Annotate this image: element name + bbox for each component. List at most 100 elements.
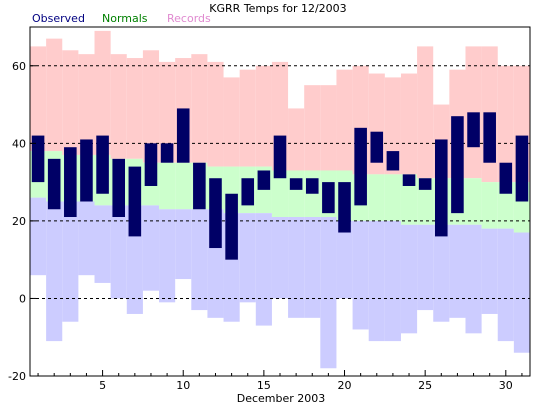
- record-high-band-day-12: [207, 61, 224, 167]
- record-low-band-day-8: [142, 205, 160, 291]
- record-high-band-day-18: [304, 85, 321, 171]
- record-low-band-day-10: [175, 209, 192, 280]
- record-low-band-day-27: [449, 224, 466, 318]
- observed-bar-day-6: [112, 158, 125, 218]
- record-low-band-day-31: [513, 232, 530, 353]
- record-low-band-day-6: [110, 205, 127, 299]
- legend-normals: Normals: [102, 12, 148, 25]
- record-high-band-day-2: [46, 38, 63, 152]
- record-high-band-day-15: [255, 65, 272, 167]
- record-high-band-day-3: [62, 50, 79, 155]
- normal-band-day-28: [465, 178, 482, 225]
- record-high-band-day-1: [30, 46, 47, 152]
- observed-bar-day-7: [128, 166, 142, 237]
- observed-bar-day-28: [467, 112, 480, 148]
- observed-bar-day-27: [451, 116, 464, 214]
- record-low-band-day-19: [320, 217, 337, 369]
- normal-band-day-22: [368, 174, 385, 221]
- record-high-band-day-19: [320, 85, 337, 171]
- plot-area: 5 10 15 20 25 30 -20 0 20 40 60: [8, 26, 531, 392]
- observed-bar-day-2: [47, 158, 61, 210]
- observed-bar-day-26: [435, 139, 448, 237]
- normal-band-day-10: [175, 162, 192, 210]
- record-low-band-day-5: [94, 205, 111, 283]
- record-high-band-day-9: [159, 61, 176, 163]
- x-tick-label-25: 25: [418, 379, 432, 392]
- chart-title: KGRR Temps for 12/2003: [209, 2, 346, 15]
- observed-bar-day-8: [144, 143, 158, 186]
- record-low-band-day-26: [433, 224, 450, 322]
- observed-bar-day-30: [499, 162, 513, 194]
- record-low-band-day-18: [304, 217, 321, 318]
- observed-bar-day-17: [289, 178, 303, 190]
- record-high-band-day-5: [94, 30, 111, 155]
- normal-band-day-16: [271, 170, 289, 218]
- record-high-band-day-24: [400, 73, 418, 175]
- record-low-band-day-15: [255, 213, 272, 326]
- record-high-band-day-4: [78, 54, 95, 155]
- record-low-band-day-17: [288, 217, 305, 318]
- observed-bar-day-21: [354, 127, 367, 206]
- legend: Observed Normals Records: [32, 12, 211, 25]
- observed-bar-day-15: [257, 170, 271, 190]
- observed-bar-day-9: [160, 143, 174, 163]
- observed-bar-day-24: [402, 174, 416, 186]
- record-low-band-day-9: [159, 209, 176, 303]
- x-tick-label-15: 15: [257, 379, 271, 392]
- record-low-band-day-20: [336, 220, 353, 299]
- normal-band-day-24: [400, 174, 418, 225]
- observed-bar-day-31: [515, 135, 529, 202]
- observed-bar-day-4: [80, 139, 93, 202]
- record-low-band-day-1: [30, 197, 47, 276]
- record-high-band-day-30: [497, 65, 514, 183]
- record-low-band-day-28: [465, 224, 482, 334]
- observed-bar-day-13: [225, 193, 238, 260]
- observed-bar-day-22: [370, 131, 384, 163]
- record-low-band-day-16: [271, 217, 289, 299]
- x-tick-label-20: 20: [338, 379, 352, 392]
- y-tick-label-60: 60: [12, 60, 26, 73]
- observed-bar-day-16: [273, 135, 287, 179]
- record-low-band-day-23: [384, 220, 401, 342]
- observed-bar-day-5: [96, 135, 109, 194]
- record-high-band-day-17: [288, 108, 305, 171]
- observed-bar-day-18: [305, 178, 319, 194]
- x-tick-label-10: 10: [176, 379, 190, 392]
- observed-bar-day-3: [64, 147, 77, 218]
- observed-bar-day-23: [386, 151, 400, 171]
- record-low-band-day-11: [191, 209, 208, 311]
- record-high-band-day-20: [336, 69, 353, 171]
- record-low-band-day-30: [497, 228, 514, 342]
- normal-band-day-17: [288, 170, 305, 218]
- record-low-band-day-3: [62, 201, 79, 322]
- observed-bar-day-19: [322, 182, 335, 214]
- normal-band-day-23: [384, 174, 401, 221]
- observed-bar-day-20: [338, 182, 351, 233]
- record-low-band-day-29: [481, 228, 498, 314]
- record-low-band-day-24: [400, 224, 418, 334]
- record-high-band-day-7: [126, 58, 143, 159]
- record-high-band-day-8: [142, 50, 160, 163]
- record-high-band-day-6: [110, 54, 127, 159]
- record-low-band-day-2: [46, 201, 63, 342]
- record-high-band-day-23: [384, 77, 401, 175]
- record-low-band-day-22: [368, 220, 385, 342]
- observed-bar-day-11: [193, 162, 206, 210]
- normal-band-day-9: [159, 162, 176, 210]
- legend-observed: Observed: [32, 12, 85, 25]
- record-high-band-day-13: [223, 77, 240, 167]
- x-axis-title: December 2003: [237, 392, 326, 405]
- record-low-band-day-14: [239, 213, 256, 303]
- x-tick-label-30: 30: [499, 379, 513, 392]
- y-tick-label--20: -20: [8, 370, 26, 383]
- record-high-band-day-25: [417, 46, 434, 179]
- y-tick-label-20: 20: [12, 215, 26, 228]
- x-tick-label-5: 5: [99, 379, 106, 392]
- observed-bar-day-12: [209, 178, 222, 249]
- observed-bar-day-10: [176, 108, 190, 163]
- record-low-band-day-25: [417, 224, 434, 311]
- legend-records: Records: [167, 12, 211, 25]
- y-tick-label-40: 40: [12, 137, 26, 150]
- observed-bar-day-14: [241, 178, 255, 206]
